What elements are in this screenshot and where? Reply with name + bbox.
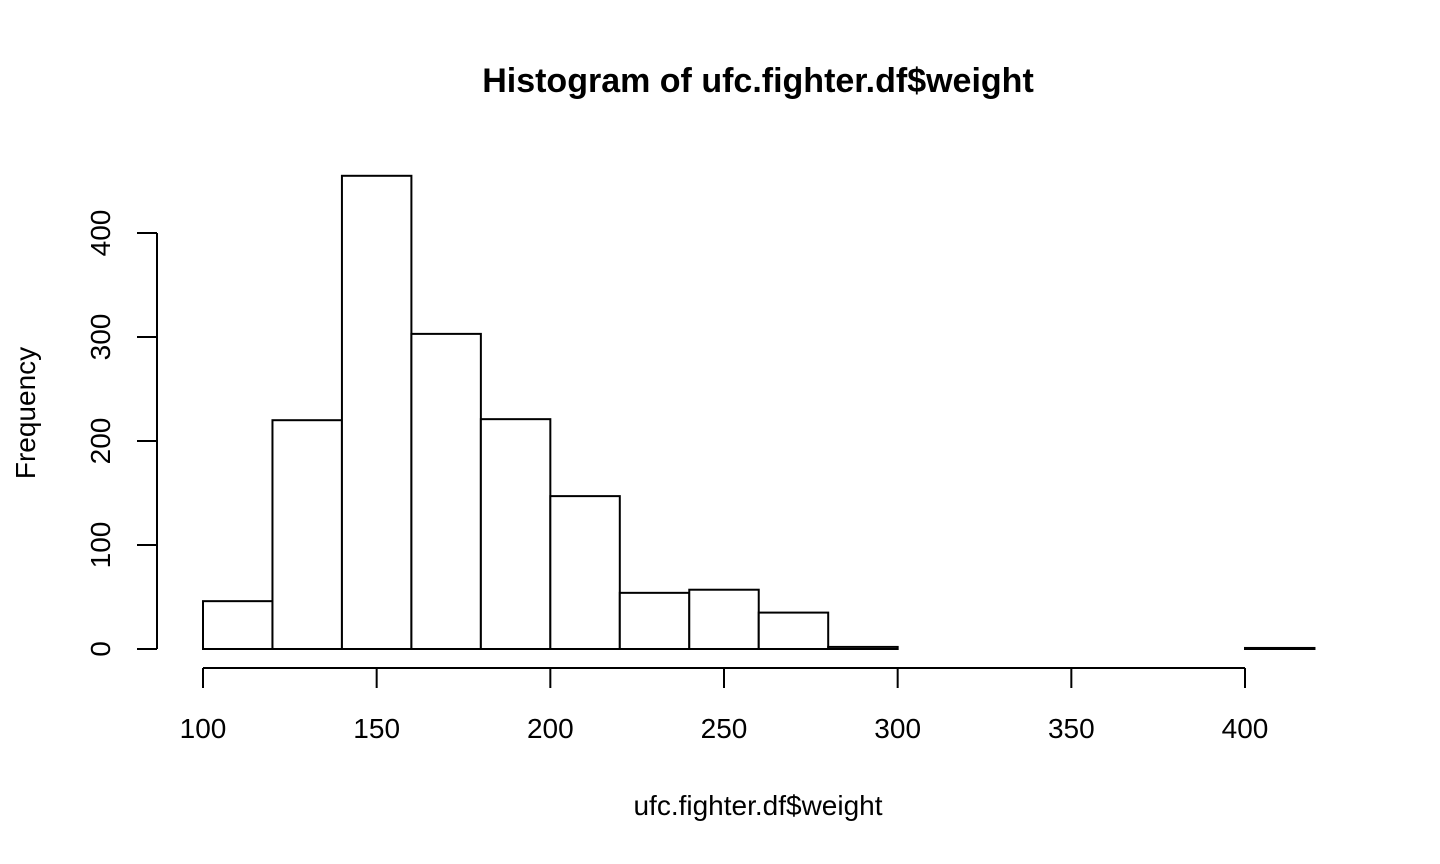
histogram-bar [618,591,691,651]
y-axis-label: Frequency [10,347,41,479]
histogram-bar [202,600,274,650]
x-tick-label: 300 [874,713,921,744]
histogram-bar [410,332,482,650]
x-tick-label: 400 [1222,713,1269,744]
y-tick-label: 400 [85,210,116,257]
chart-title: Histogram of ufc.fighter.df$weight [482,62,1034,100]
x-tick-label: 350 [1048,713,1095,744]
x-tick-label: 150 [353,713,400,744]
histogram-bar [827,645,899,650]
x-axis-label: ufc.fighter.df$weight [633,790,882,821]
y-axis: 0 100 200 300 400 [85,210,158,657]
y-tick-label: 0 [85,641,116,657]
x-axis: 100 150 200 250 300 350 400 [180,667,1269,744]
histogram-bars [202,174,1316,651]
histogram-bar [340,174,413,651]
x-tick-label: 250 [701,713,748,744]
histogram-bar [1244,646,1316,651]
histogram-bar [271,419,343,651]
x-tick-label: 100 [180,713,227,744]
histogram-bar [479,418,552,650]
histogram-bar [688,588,760,650]
y-tick-label: 200 [85,418,116,465]
y-tick-label: 100 [85,522,116,569]
histogram-bar [757,611,830,650]
y-tick-label: 300 [85,314,116,361]
x-tick-label: 200 [527,713,574,744]
histogram-bar [549,495,621,650]
